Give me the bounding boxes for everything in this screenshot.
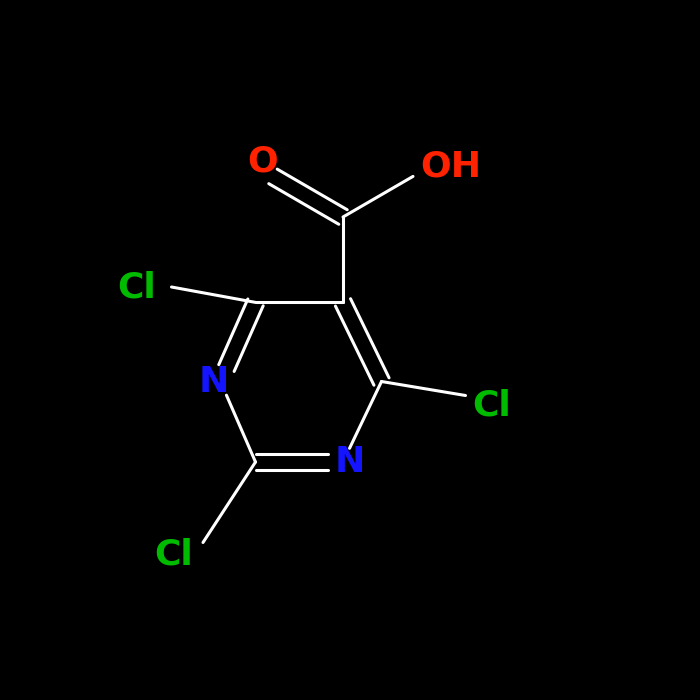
Text: Cl: Cl <box>473 389 511 423</box>
Text: Cl: Cl <box>117 270 156 304</box>
Text: N: N <box>335 445 365 479</box>
Text: N: N <box>198 365 229 398</box>
Text: O: O <box>247 144 278 178</box>
Text: Cl: Cl <box>154 538 193 571</box>
Text: OH: OH <box>420 150 481 183</box>
